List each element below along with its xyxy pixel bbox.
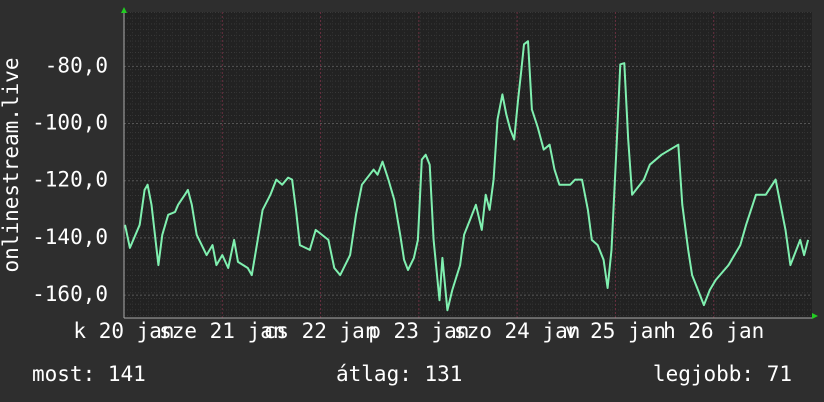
y-tick-label: -80,0 <box>45 53 108 77</box>
plot <box>124 40 810 312</box>
stat-best: legjobb: 71 <box>653 362 792 386</box>
y-tick-label: -120,0 <box>32 168 108 192</box>
x-tick-label: h 26 jan <box>663 319 764 343</box>
y-axis-arrow <box>121 7 127 13</box>
y-axis-label: onlinestream.live <box>0 58 23 273</box>
data-line <box>124 40 810 312</box>
x-tick-label: k 20 jan <box>73 319 174 343</box>
stat-current: most: 141 <box>32 362 146 386</box>
x-tick-label: cs 22 jan <box>264 319 378 343</box>
x-tick-label: v 25 jan <box>565 319 666 343</box>
y-tick-label: -160,0 <box>32 282 108 306</box>
x-tick-label: p 23 jan <box>368 319 469 343</box>
plot-area <box>124 12 812 318</box>
x-axis-arrow <box>812 313 818 319</box>
x-tick-label: sze 21 jan <box>159 319 285 343</box>
stat-average: átlag: 131 <box>336 362 462 386</box>
y-tick-label: -140,0 <box>32 225 108 249</box>
x-tick-label: szo 24 jan <box>454 319 580 343</box>
y-tick-label: -100,0 <box>32 111 108 135</box>
